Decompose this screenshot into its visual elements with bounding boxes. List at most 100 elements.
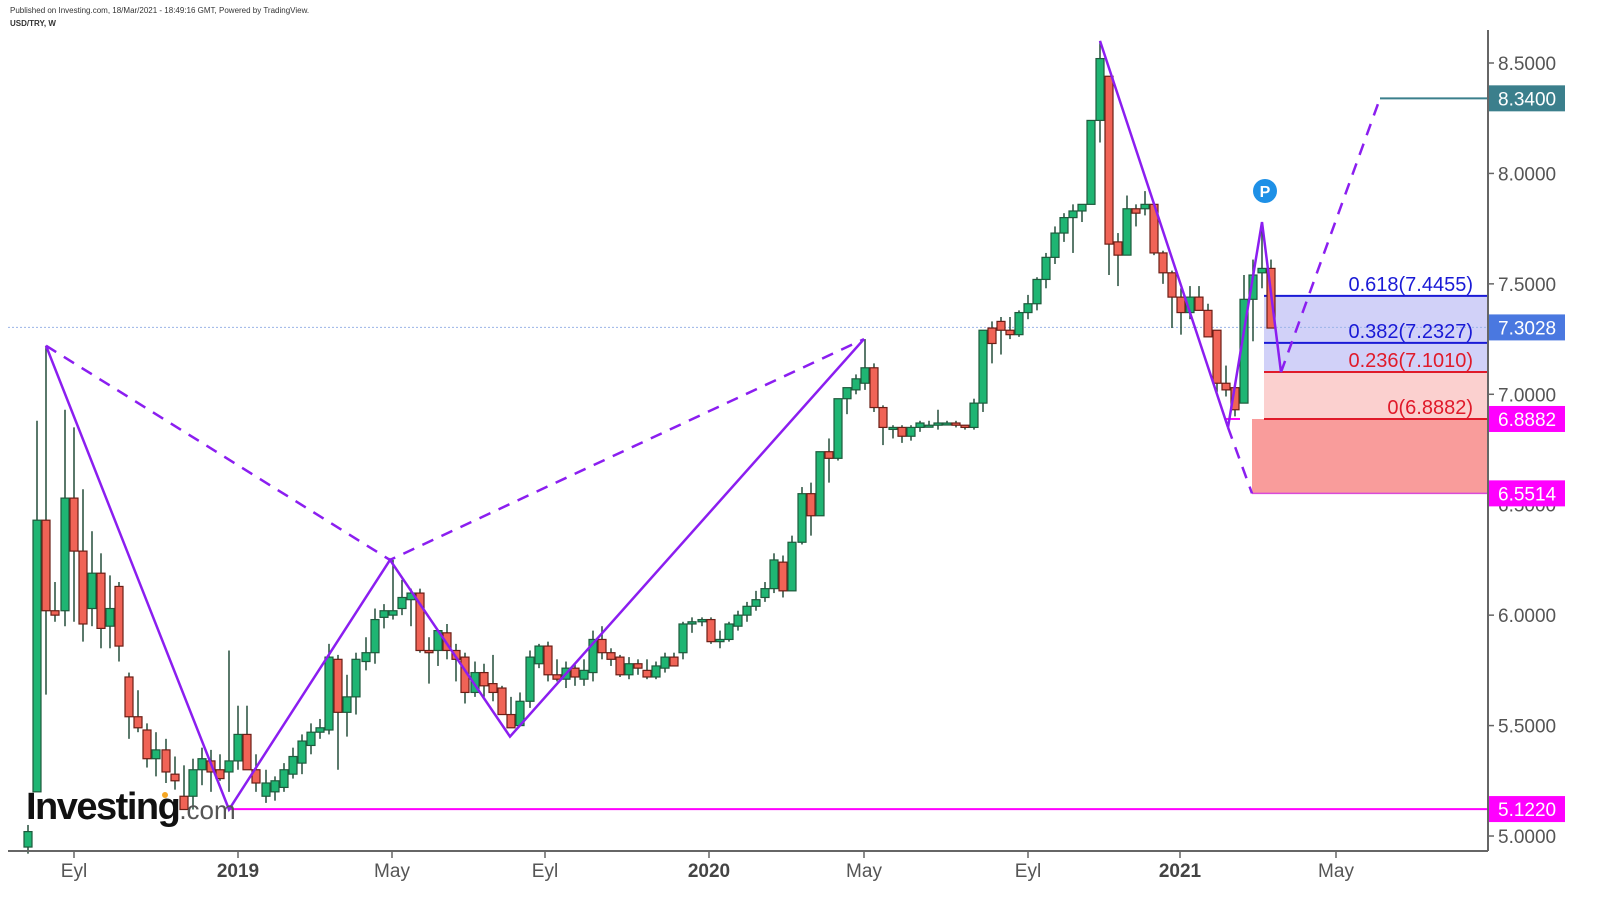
candle	[733, 610, 743, 631]
candle	[50, 582, 60, 622]
candle	[497, 685, 507, 716]
y-tick-label: 8.5000	[1498, 54, 1556, 75]
candle	[824, 438, 834, 483]
candle	[933, 409, 943, 430]
candle	[543, 641, 553, 682]
candle	[1194, 286, 1204, 311]
candle	[488, 654, 498, 702]
y-tick-label: 7.5000	[1498, 275, 1556, 296]
candle	[506, 696, 516, 729]
x-tick-label: Eyl	[532, 861, 558, 882]
candle	[706, 617, 716, 644]
candle	[642, 659, 652, 680]
candle	[315, 718, 325, 739]
price-tag-2	[1489, 405, 1565, 432]
x-tick-label: May	[846, 861, 882, 882]
candle	[470, 661, 480, 697]
candle	[660, 652, 670, 673]
candle	[669, 652, 679, 667]
candle	[624, 657, 634, 680]
candle	[1068, 204, 1078, 253]
price-tag-label: 8.3400	[1498, 89, 1556, 110]
candle	[924, 420, 934, 428]
candle	[1167, 270, 1177, 329]
candle	[324, 643, 334, 735]
candle	[996, 316, 1006, 355]
pattern-lines	[44, 40, 1382, 813]
candle	[1104, 75, 1114, 276]
candle	[1041, 252, 1051, 289]
candle	[1212, 329, 1222, 393]
price-tag-label: 6.5514	[1498, 484, 1557, 505]
price-tags: 8.3400 7.3028 6.8882 6.5514 5.1220	[1489, 85, 1565, 823]
candle	[906, 425, 916, 441]
candle	[751, 590, 761, 611]
fib-zone-lower	[1252, 418, 1488, 494]
candle	[1050, 226, 1060, 264]
candle	[23, 824, 33, 854]
candle	[460, 652, 470, 704]
fib-zone-upper	[1264, 295, 1488, 372]
candle	[60, 409, 70, 627]
price-tag-1	[1489, 314, 1565, 341]
candle	[1158, 250, 1168, 284]
candle	[342, 674, 352, 737]
candle	[742, 601, 752, 622]
fib-label-2: 0.236(7.1010)	[1348, 350, 1473, 372]
fib-labels: 0.618(7.4455) 0.382(7.2327) 0.236(7.1010) 0…	[1348, 274, 1473, 419]
candle	[1032, 277, 1042, 311]
candle	[651, 661, 661, 680]
candle	[534, 643, 544, 669]
logo-main: Investing	[26, 786, 181, 828]
candle	[242, 705, 252, 771]
candle	[1095, 40, 1105, 143]
symbol-title: USD/TRY, W	[10, 19, 56, 28]
candle	[133, 690, 143, 733]
candle	[842, 387, 852, 415]
candle	[1059, 213, 1069, 242]
candle	[288, 747, 298, 779]
candle	[388, 559, 398, 620]
candle	[279, 763, 289, 792]
candle	[815, 451, 825, 517]
price-tag-label: 5.1220	[1498, 800, 1556, 821]
candle	[960, 424, 970, 430]
candle	[1239, 275, 1249, 404]
candle	[1176, 288, 1186, 335]
y-tick-label: 7.0000	[1498, 385, 1556, 406]
x-tick-label: 2021	[1159, 861, 1202, 882]
candlesticks	[23, 40, 1276, 854]
y-tick-label: 5.5000	[1498, 717, 1556, 738]
candle	[151, 732, 161, 777]
price-tag-4	[1489, 796, 1565, 823]
candle	[570, 663, 580, 686]
pattern-solid-1	[44, 338, 865, 813]
candle	[105, 575, 115, 649]
candle	[1086, 119, 1096, 205]
p-badge-icon[interactable]	[1253, 179, 1277, 203]
candle	[778, 555, 788, 598]
candle	[1023, 294, 1033, 320]
fib-zone-mid	[1264, 371, 1488, 419]
candle	[833, 398, 843, 461]
candle	[969, 398, 979, 430]
x-tick-label: 2019	[217, 861, 259, 882]
candle	[769, 553, 779, 594]
candle	[161, 738, 171, 784]
candle	[888, 425, 898, 439]
x-tick-label: May	[374, 861, 410, 882]
pattern-dashed-1	[45, 337, 865, 562]
candle	[1257, 222, 1267, 289]
pattern-solid-2	[1098, 40, 1283, 428]
investing-logo: Investing.com	[26, 786, 236, 829]
candle	[1077, 203, 1087, 223]
p-badge[interactable]: P	[1253, 179, 1277, 203]
candle	[978, 329, 988, 412]
candle	[351, 652, 361, 715]
p-badge-label: P	[1260, 184, 1271, 201]
fib-zones	[1252, 295, 1488, 494]
y-tick-label: 5.0000	[1498, 827, 1556, 848]
candle	[78, 489, 88, 642]
x-tick-label: 2020	[688, 861, 730, 882]
